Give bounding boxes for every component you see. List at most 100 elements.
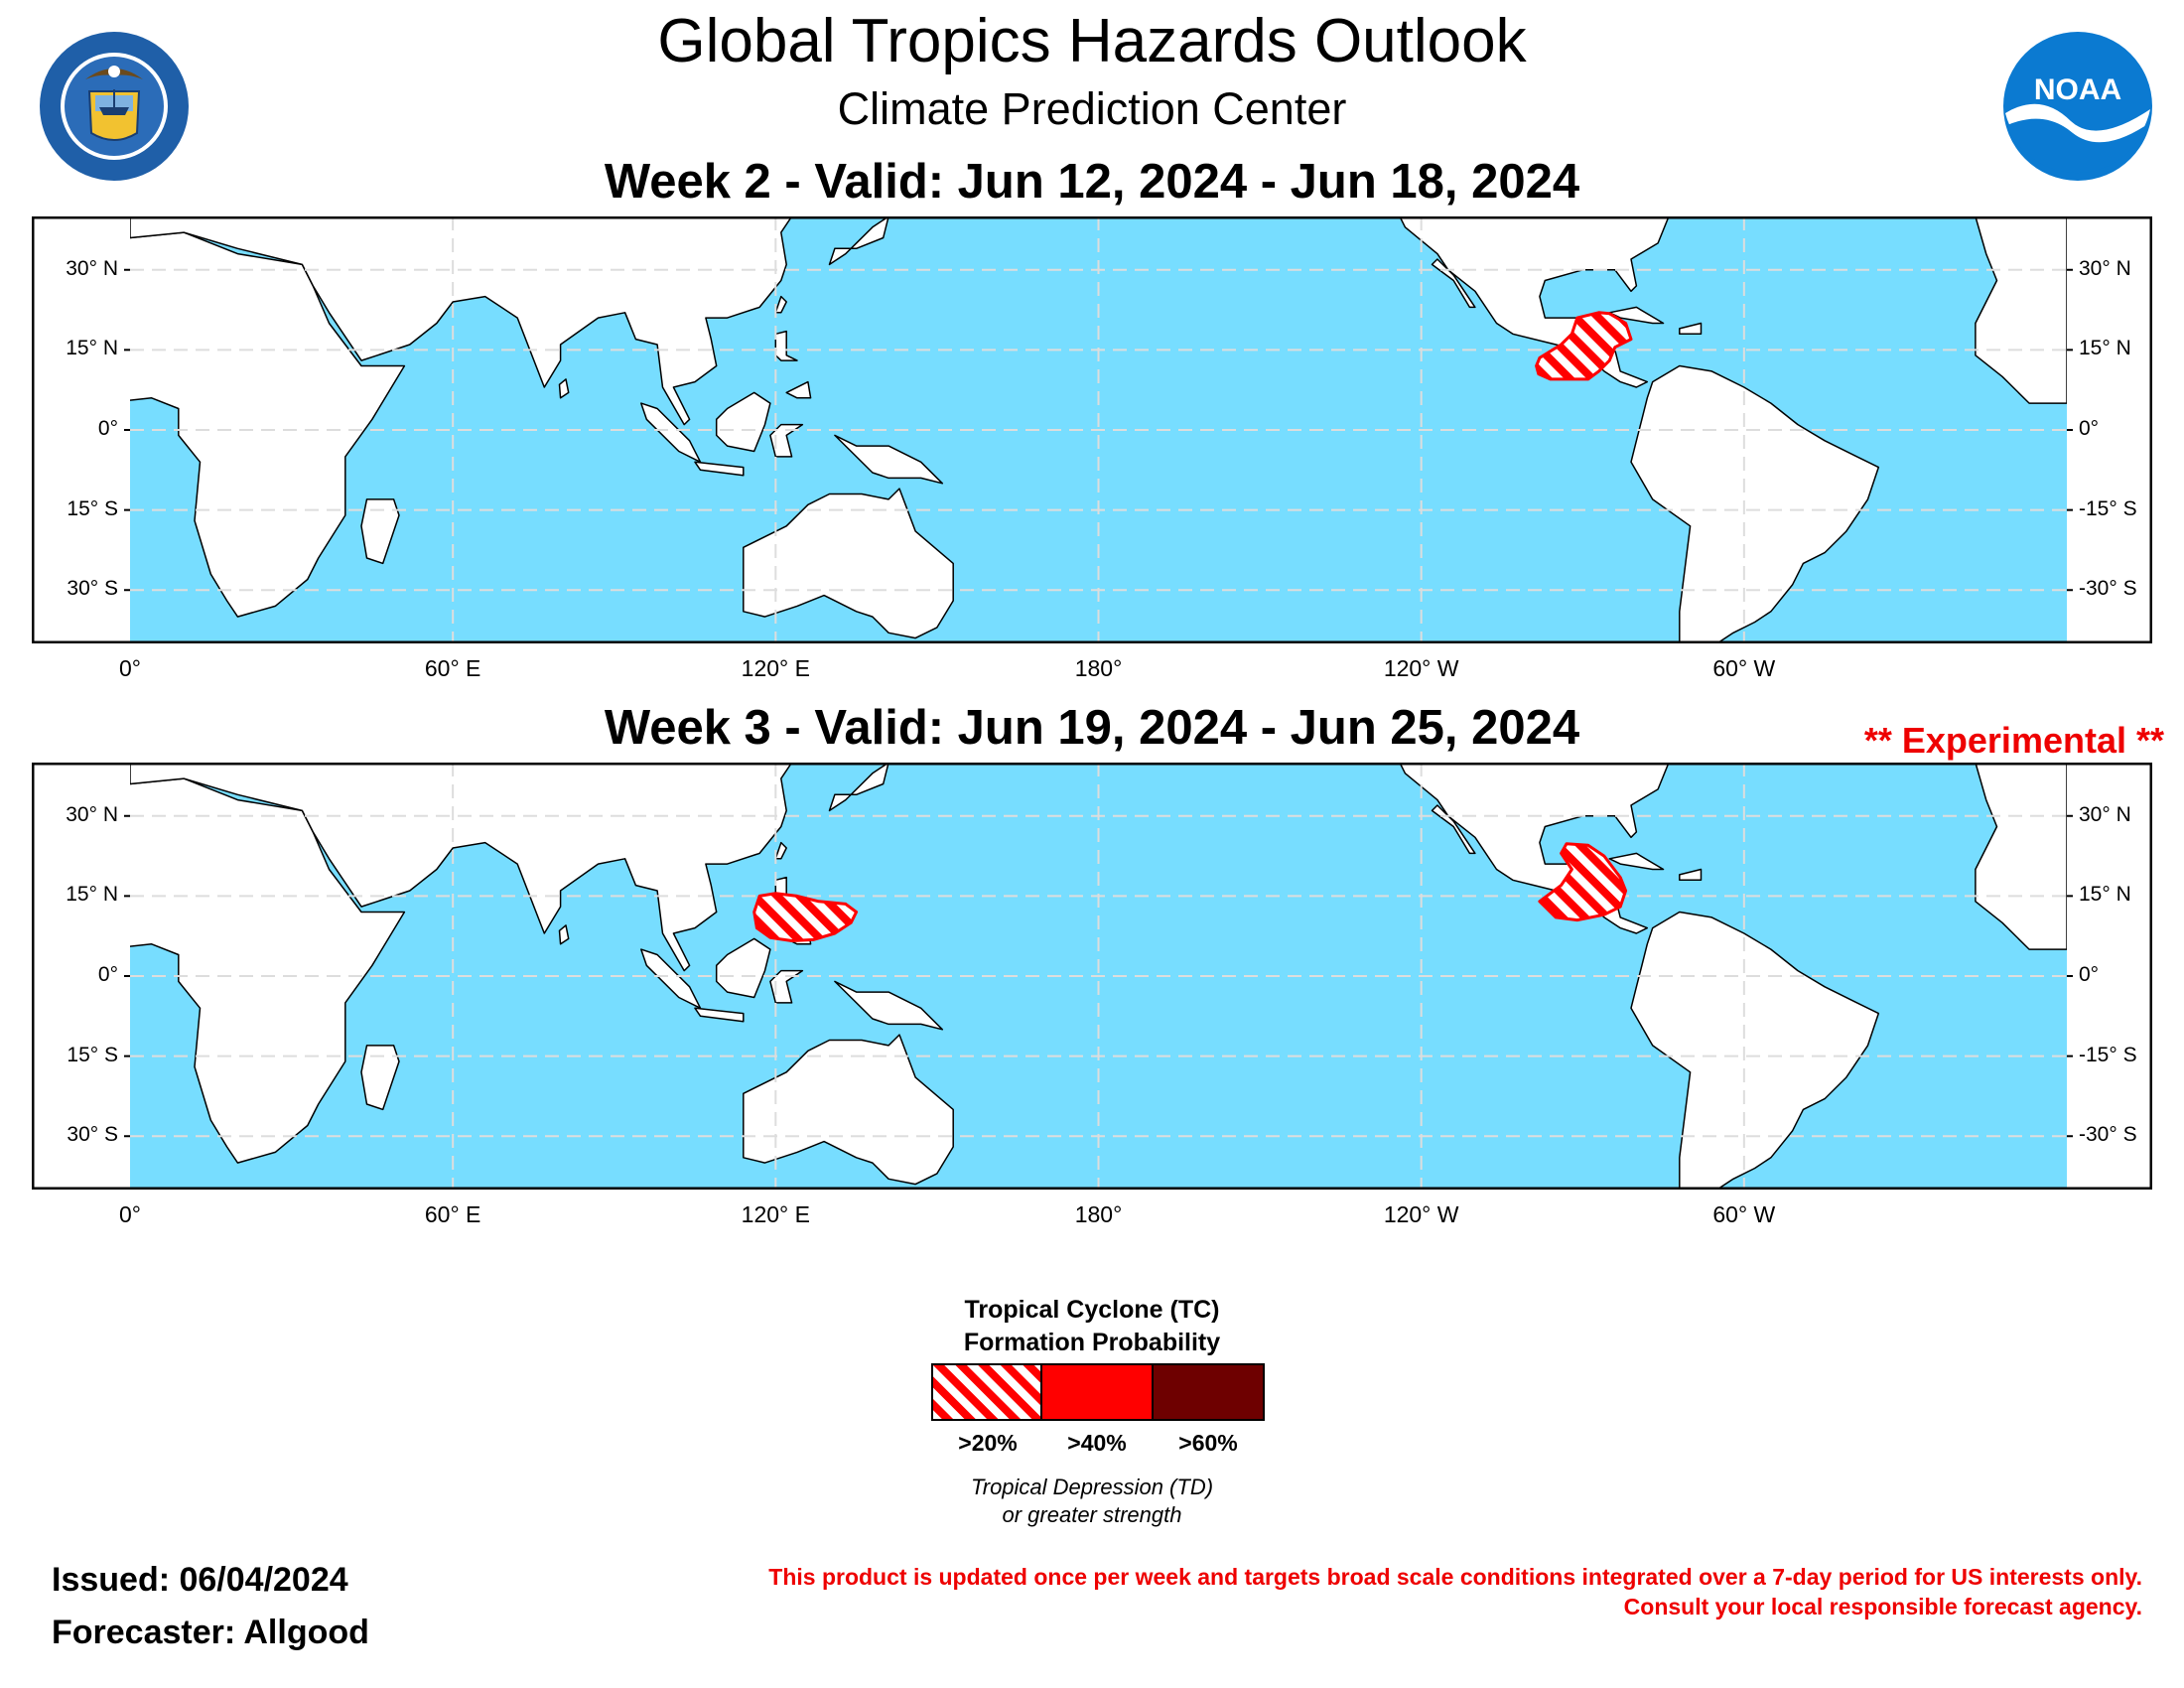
- land-japan: [828, 763, 889, 812]
- forecaster-name: Forecaster: Allgood: [52, 1614, 369, 1651]
- page-title: Global Tropics Hazards Outlook: [657, 7, 1527, 75]
- week2-title: Week 2 - Valid: Jun 12, 2024 - Jun 18, 2…: [604, 155, 1580, 209]
- week3-lon-tick-label: 60° E: [424, 1201, 481, 1227]
- land-borneo: [715, 391, 771, 453]
- week2-lat-tick-label-right: 30° N: [2079, 256, 2131, 280]
- week3-lat-tick-label-left: 15° N: [66, 883, 118, 907]
- disclaimer-line1: This product is updated once per week an…: [768, 1564, 2142, 1590]
- land-sri-lanka: [558, 378, 570, 399]
- hazard-week2-eastern-pacific: [1535, 311, 1633, 381]
- land-baja: [1431, 804, 1476, 855]
- land-java: [694, 1007, 745, 1023]
- land-java: [694, 461, 745, 477]
- land-australia: [743, 488, 954, 639]
- week3-lon-tick-label: 180°: [1074, 1201, 1123, 1227]
- week3-lat-tick-label-left: 15° S: [67, 1043, 118, 1066]
- week3-lat-tick-label-left: 30° S: [67, 1123, 118, 1147]
- week3-lat-tick-label-right: 15° N: [2079, 883, 2131, 907]
- land-west-africa: [1975, 763, 2067, 950]
- land-south-america: [1630, 364, 1880, 643]
- legend-title-line2: Formation Probability: [963, 1329, 1221, 1356]
- week2-lat-tick-label-left: 15° N: [66, 337, 118, 360]
- week2-lon-tick-label: 120° W: [1383, 655, 1459, 681]
- legend-title-line1: Tropical Cyclone (TC): [964, 1296, 1220, 1324]
- noaa-logo: NOAA: [2003, 32, 2152, 181]
- hazard-week3-western-pacific: [752, 892, 859, 942]
- week3-map: [32, 763, 2152, 1190]
- land-madagascar: [360, 498, 400, 565]
- land-cuba: [1608, 852, 1665, 871]
- disclaimer: This product is updated once per week an…: [554, 1562, 2142, 1621]
- week3-lat-tick-label-left: 30° N: [66, 802, 118, 826]
- week2-lat-tick-label-left: 30° N: [66, 256, 118, 280]
- land-baja: [1431, 258, 1476, 309]
- week3-lon-tick-label: 120° W: [1383, 1201, 1459, 1227]
- land-hispaniola: [1679, 322, 1703, 336]
- week3-lat-tick-label-left: 0°: [97, 963, 118, 986]
- land-borneo: [715, 937, 771, 999]
- week2-lon-tick-label: 180°: [1074, 655, 1123, 681]
- hazard-week3-eastern-pacific: [1538, 842, 1628, 922]
- week2-lat-tick-label-left: 15° S: [67, 496, 118, 520]
- week2-lat-tick-label-right: 15° N: [2079, 337, 2131, 360]
- legend-swatch-40: [1040, 1363, 1154, 1421]
- legend-note: Tropical Depression (TD) or greater stre…: [893, 1474, 1291, 1529]
- land-australia: [743, 1034, 954, 1186]
- land-taiwan: [774, 295, 787, 314]
- disclaimer-line2: Consult your local responsible forecast …: [1623, 1594, 2142, 1619]
- land-sri-lanka: [558, 924, 570, 945]
- land-africa: [130, 231, 406, 618]
- land-south-america: [1630, 911, 1880, 1190]
- land-sulawesi: [769, 423, 804, 458]
- land-west-africa: [1975, 216, 2067, 404]
- week2-map: [32, 216, 2152, 643]
- legend-note-line2: or greater strength: [1002, 1502, 1182, 1527]
- legend-label-40: >40%: [1067, 1430, 1127, 1456]
- land-africa: [130, 777, 406, 1164]
- land-new-guinea: [834, 434, 944, 485]
- land-cuba: [1608, 306, 1665, 325]
- week3-lat-tick-label-right: -15° S: [2079, 1043, 2137, 1066]
- legend-note-line1: Tropical Depression (TD): [970, 1475, 1214, 1499]
- week2-map-svg: [32, 216, 2152, 643]
- map-border: [32, 763, 2152, 1190]
- week2-lon-tick-label: 60° W: [1712, 655, 1776, 681]
- land-japan: [828, 216, 889, 266]
- page-subtitle: Climate Prediction Center: [837, 83, 1347, 134]
- department-of-commerce-seal: [40, 32, 189, 181]
- land-north-america: [1399, 216, 1670, 388]
- land-taiwan: [774, 841, 787, 860]
- legend-swatches: [931, 1363, 1265, 1421]
- week3-lat-tick-label-right: 0°: [2079, 963, 2100, 986]
- week3-lon-tick-label: 120° E: [741, 1201, 810, 1227]
- experimental-label: ** Experimental **: [1863, 720, 2164, 761]
- week2-lat-tick-label-right: -30° S: [2079, 577, 2137, 601]
- week2-lat-tick-label-right: -15° S: [2079, 496, 2137, 520]
- land-hispaniola: [1679, 868, 1703, 882]
- week2-lon-tick-label: 120° E: [741, 655, 810, 681]
- week3-lon-tick-label: 60° W: [1712, 1201, 1776, 1227]
- svg-text:NOAA: NOAA: [2034, 73, 2121, 106]
- land-new-guinea: [834, 980, 944, 1031]
- land-madagascar: [360, 1045, 400, 1111]
- map-border: [32, 216, 2152, 643]
- land-eurasia: [130, 216, 793, 426]
- week2-lon-tick-label: 60° E: [424, 655, 481, 681]
- week3-lat-tick-label-right: 30° N: [2079, 802, 2131, 826]
- legend-label-20: >20%: [958, 1430, 1018, 1456]
- week2-lat-tick-label-left: 30° S: [67, 577, 118, 601]
- land-philippines-mindanao: [785, 380, 812, 399]
- week3-map-svg: [32, 763, 2152, 1190]
- week2-lat-tick-label-left: 0°: [97, 417, 118, 440]
- land-sulawesi: [769, 969, 804, 1004]
- legend-label-60: >60%: [1178, 1430, 1238, 1456]
- week3-lon-tick-label: 0°: [119, 1201, 141, 1227]
- week2-lat-tick-label-right: 0°: [2079, 417, 2100, 440]
- week3-title: Week 3 - Valid: Jun 19, 2024 - Jun 25, 2…: [604, 701, 1580, 755]
- legend-title: Tropical Cyclone (TC) Formation Probabil…: [893, 1294, 1291, 1359]
- week2-lon-tick-label: 0°: [119, 655, 141, 681]
- issued-date: Issued: 06/04/2024: [52, 1561, 348, 1599]
- legend-swatch-20: [931, 1363, 1042, 1421]
- legend-swatch-60: [1152, 1363, 1265, 1421]
- land-eurasia: [130, 763, 793, 972]
